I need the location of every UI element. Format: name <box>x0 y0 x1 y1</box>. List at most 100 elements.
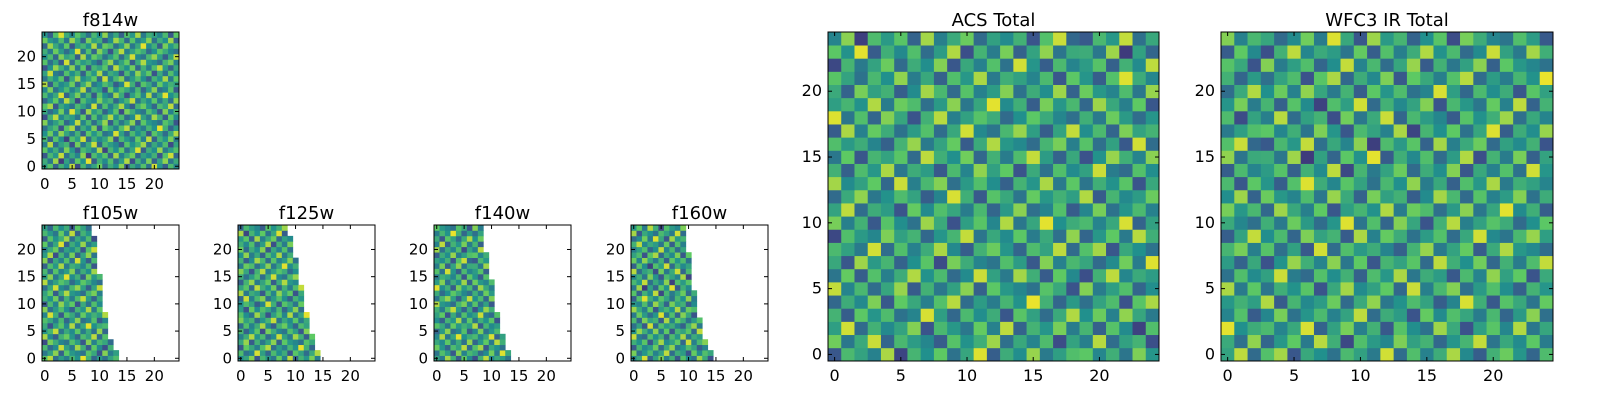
heatmap-cell <box>472 333 479 340</box>
heatmap-cell <box>1499 334 1514 349</box>
heatmap-cell <box>243 257 250 264</box>
heatmap-cell <box>1066 268 1080 283</box>
heatmap-cell <box>168 136 174 142</box>
heatmap-cell <box>663 268 670 275</box>
heatmap-cell <box>669 344 676 351</box>
heatmap-cell <box>80 75 87 82</box>
heatmap-cell <box>47 32 54 38</box>
heatmap-cell <box>63 48 70 55</box>
heatmap-cell <box>254 263 261 269</box>
heatmap-cell <box>47 279 54 286</box>
heatmap-cell <box>107 108 114 115</box>
heatmap-cell <box>254 241 261 248</box>
heatmap-cell <box>1260 45 1275 59</box>
heatmap-cell <box>1053 176 1067 191</box>
heatmap-cell <box>1327 295 1341 309</box>
heatmap-cell <box>907 229 922 243</box>
heatmap-cell <box>1260 97 1275 112</box>
heatmap-cell <box>118 103 125 110</box>
heatmap-cell <box>652 301 659 307</box>
heatmap-cell <box>281 235 288 242</box>
heatmap-cell <box>80 59 87 66</box>
heatmap-cell <box>276 301 283 307</box>
heatmap-cell <box>1145 176 1160 191</box>
heatmap-cell <box>973 229 988 243</box>
heatmap-cell <box>118 75 125 82</box>
heatmap-cell <box>157 163 163 170</box>
heatmap-cell <box>434 295 440 302</box>
heatmap-cell <box>1406 124 1421 138</box>
heatmap-cell <box>1446 150 1461 164</box>
heatmap-cell <box>69 48 76 55</box>
heatmap-cell <box>129 53 136 60</box>
heatmap-cell <box>455 295 462 302</box>
heatmap-cell <box>96 53 103 60</box>
heatmap-cell <box>1234 321 1248 336</box>
heatmap-cell <box>135 119 141 126</box>
heatmap-cell <box>146 81 152 88</box>
heatmap-cell <box>1247 176 1262 191</box>
chart-title: WFC3 IR Total <box>1325 10 1448 31</box>
heatmap-cell <box>1119 124 1133 138</box>
heatmap-cell <box>248 241 255 248</box>
heatmap-cell <box>1460 189 1474 204</box>
heatmap-cell <box>1145 282 1160 296</box>
heatmap-cell <box>647 230 654 237</box>
heatmap-cell <box>292 317 299 324</box>
heatmap-cell <box>1486 124 1501 138</box>
heatmap-cell <box>647 241 654 248</box>
heatmap-cell <box>461 252 468 258</box>
heatmap-cell <box>124 48 131 55</box>
heatmap-cell <box>69 141 76 148</box>
heatmap-cell <box>47 92 54 99</box>
heatmap-cell <box>1013 229 1027 243</box>
heatmap-cell <box>680 344 687 351</box>
heatmap-cell <box>1106 216 1120 230</box>
heatmap-cell <box>1119 71 1133 85</box>
heatmap-cell <box>933 216 948 230</box>
heatmap-cell <box>455 322 462 329</box>
heatmap-cell <box>1026 203 1041 217</box>
heatmap-cell <box>947 334 961 349</box>
heatmap-cell <box>1420 176 1434 191</box>
heatmap-cell <box>1486 282 1501 296</box>
heatmap-cell <box>1406 189 1421 204</box>
heatmap-cell <box>1539 255 1554 270</box>
heatmap-cell <box>1367 216 1381 230</box>
heatmap-cell <box>907 32 922 46</box>
heatmap-cell <box>1526 295 1541 309</box>
heatmap-cell <box>259 225 266 231</box>
heatmap-cell <box>907 295 922 309</box>
heatmap-cell <box>102 152 109 159</box>
heatmap-cell <box>1092 58 1107 72</box>
heatmap-cell <box>1132 110 1147 125</box>
heatmap-cell <box>1221 242 1235 257</box>
heatmap-cell <box>669 284 676 291</box>
heatmap-cell <box>1119 189 1133 204</box>
y-tick-label: 10 <box>802 213 822 232</box>
heatmap-cell <box>841 110 855 125</box>
heatmap-cell <box>281 333 288 340</box>
heatmap-cell <box>680 225 687 231</box>
heatmap-cell <box>499 350 506 356</box>
heatmap-cell <box>641 252 648 258</box>
heatmap-cell <box>52 81 59 88</box>
heatmap-cell <box>298 344 305 351</box>
heatmap-cell <box>1287 268 1302 283</box>
heatmap-cell <box>1406 347 1421 362</box>
heatmap-cell <box>1327 229 1341 243</box>
heatmap-cell <box>947 203 961 217</box>
heatmap-cell <box>102 32 109 38</box>
heatmap-cell <box>1260 216 1275 230</box>
heatmap-cell <box>907 176 922 191</box>
heatmap-cell <box>69 53 76 60</box>
heatmap-cell <box>986 347 1001 362</box>
heatmap-cell <box>140 136 147 142</box>
heatmap-cell <box>685 257 692 264</box>
heatmap-cell <box>1526 268 1541 283</box>
heatmap-cell <box>1513 110 1527 125</box>
heatmap-cell <box>162 114 169 121</box>
heatmap-cell <box>434 290 440 297</box>
heatmap-cell <box>243 322 250 329</box>
